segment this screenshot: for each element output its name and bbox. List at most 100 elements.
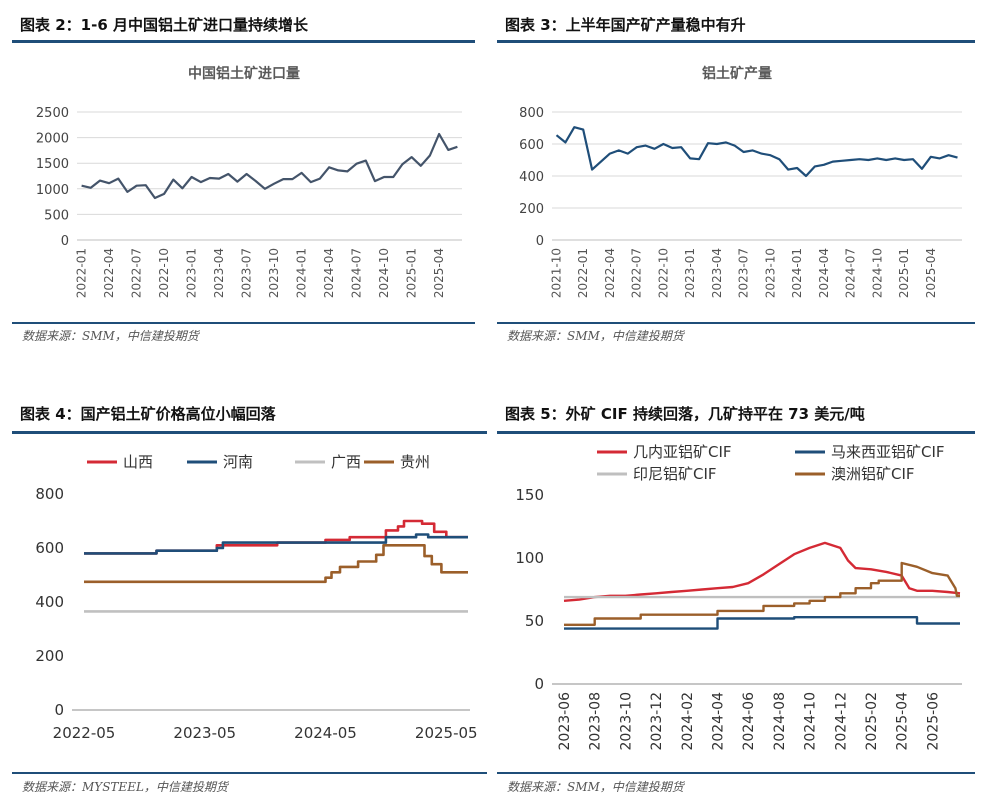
panel-heading: 图表 4：国产铝土矿价格高位小幅回落 [20,405,276,423]
output-chart: 铝土矿产量 0 200 400 600 800 2021-10 2022-01 2022-04 2… [519,65,962,298]
x-tick-label: 2024-08 [772,692,788,751]
x-tick-label: 2024-02 [680,692,696,751]
divider-bottom [497,322,975,324]
y-tick-label: 150 [515,486,544,504]
series-line [563,541,961,602]
x-tick-label: 2024-04 [710,692,726,751]
x-tick-label: 2025-04 [432,248,446,298]
chart-title: 铝土矿产量 [702,65,772,82]
x-tick-label: 2023-07 [737,248,751,298]
x-tick-label: 2022-04 [102,248,116,298]
y-tick-label: 50 [525,612,544,630]
x-tick-label: 2023-10 [618,692,634,751]
x-tick-label: 2022-05 [53,724,116,742]
x-tick-label: 2025-06 [925,692,941,751]
data-source: 数据来源：SMM，中信建投期货 [507,780,684,794]
y-tick-label: 800 [519,106,544,121]
x-tick-label: 2024-10 [377,248,391,298]
series-line [84,544,468,584]
legend-label: 几内亚铝矿CIF [633,443,732,461]
x-tick-label: 2022-07 [130,248,144,298]
legend-label: 印尼铝矿CIF [633,465,717,483]
x-tick-label: 2023-08 [588,692,604,751]
domestic-price-chart: 0 200 400 600 800 2022-05 2023-05 2024-05 2025-0… [35,453,478,742]
y-tick-label: 0 [61,234,69,249]
divider-bottom [12,772,487,774]
series-line [555,126,958,178]
y-tick-label: 1000 [36,183,69,198]
series-line [81,132,458,200]
panel-domestic-price: 图表 4：国产铝土矿价格高位小幅回落 0 200 400 600 800 2022-05 2… [12,395,487,805]
y-tick-label: 800 [35,485,64,503]
legend-label: 河南 [223,453,253,471]
x-tick-label: 2023-04 [212,248,226,298]
divider-bottom [497,772,975,774]
x-tick-label: 2023-12 [649,692,665,751]
x-tick-label: 2024-05 [294,724,357,742]
x-tick-label: 2022-01 [75,248,89,298]
divider-top [12,40,475,43]
import-cif-chart: 0 50 100 150 2023-06 2023-08 2023-10 2023-12 202… [515,443,962,751]
x-tick-label: 2025-01 [405,248,419,298]
y-tick-label: 2500 [36,106,69,121]
x-tick-label: 2024-01 [295,248,309,298]
series-line [564,616,960,630]
x-tick-label: 2024-04 [817,248,831,298]
divider-top [497,40,975,43]
y-tick-label: 500 [44,208,69,223]
series-line [84,519,468,555]
x-tick-label: 2024-06 [741,692,757,751]
panel-heading: 图表 3：上半年国产矿产量稳中有升 [505,16,746,34]
x-tick-label: 2023-10 [763,248,777,298]
import-chart: 中国铝土矿进口量 0 500 1000 1500 2000 2500 2022-01 2022-… [36,65,462,298]
x-tick-label: 2022-10 [157,248,171,298]
y-tick-label: 400 [35,593,64,611]
legend-label: 山西 [123,453,153,471]
panel-output: 图表 3：上半年国产矿产量稳中有升 铝土矿产量 0 200 400 600 800 2021… [497,0,975,360]
chart-title: 中国铝土矿进口量 [188,65,300,82]
y-tick-label: 0 [54,701,64,719]
x-tick-label: 2022-10 [656,248,670,298]
y-tick-label: 600 [35,539,64,557]
x-tick-label: 2024-12 [833,692,849,751]
x-tick-label: 2025-04 [924,248,938,298]
x-tick-label: 2025-04 [895,692,911,751]
x-tick-label: 2024-10 [803,692,819,751]
legend-label: 广西 [331,453,361,471]
divider-bottom [12,322,475,324]
y-tick-label: 600 [519,138,544,153]
divider-top [12,431,487,434]
x-tick-label: 2024-01 [790,248,804,298]
y-tick-label: 400 [519,170,544,185]
x-tick-label: 2023-04 [710,248,724,298]
x-tick-label: 2022-07 [630,248,644,298]
panel-heading: 图表 2：1-6 月中国铝土矿进口量持续增长 [20,16,308,34]
x-tick-label: 2024-07 [844,248,858,298]
y-tick-label: 200 [519,202,544,217]
series-line [564,561,960,626]
x-tick-label: 2025-02 [864,692,880,751]
data-source: 数据来源：SMM，中信建投期货 [22,329,199,343]
x-tick-label: 2024-10 [870,248,884,298]
x-tick-label: 2021-10 [549,248,563,298]
y-tick-label: 200 [35,647,64,665]
x-tick-label: 2023-06 [557,692,573,751]
x-tick-label: 2023-10 [267,248,281,298]
panel-import: 图表 2：1-6 月中国铝土矿进口量持续增长 中国铝土矿进口量 0 500 1000 1… [12,0,475,360]
panel-import-cif: 图表 5：外矿 CIF 持续回落，几矿持平在 73 美元/吨 0 50 100 150… [497,395,975,805]
y-tick-label: 0 [536,234,544,249]
legend-label: 澳洲铝矿CIF [831,465,915,483]
y-tick-label: 100 [515,549,544,567]
x-tick-label: 2024-04 [322,248,336,298]
data-source: 数据来源：MYSTEEL，中信建投期货 [22,780,228,794]
y-tick-label: 0 [534,675,544,693]
legend-label: 贵州 [400,453,430,471]
series-line [84,533,468,555]
x-tick-label: 2025-05 [415,724,478,742]
x-tick-label: 2022-04 [603,248,617,298]
x-tick-label: 2023-01 [683,248,697,298]
data-source: 数据来源：SMM，中信建投期货 [507,329,684,343]
x-tick-label: 2022-01 [576,248,590,298]
legend-label: 马来西亚铝矿CIF [831,443,945,461]
x-tick-label: 2023-07 [240,248,254,298]
